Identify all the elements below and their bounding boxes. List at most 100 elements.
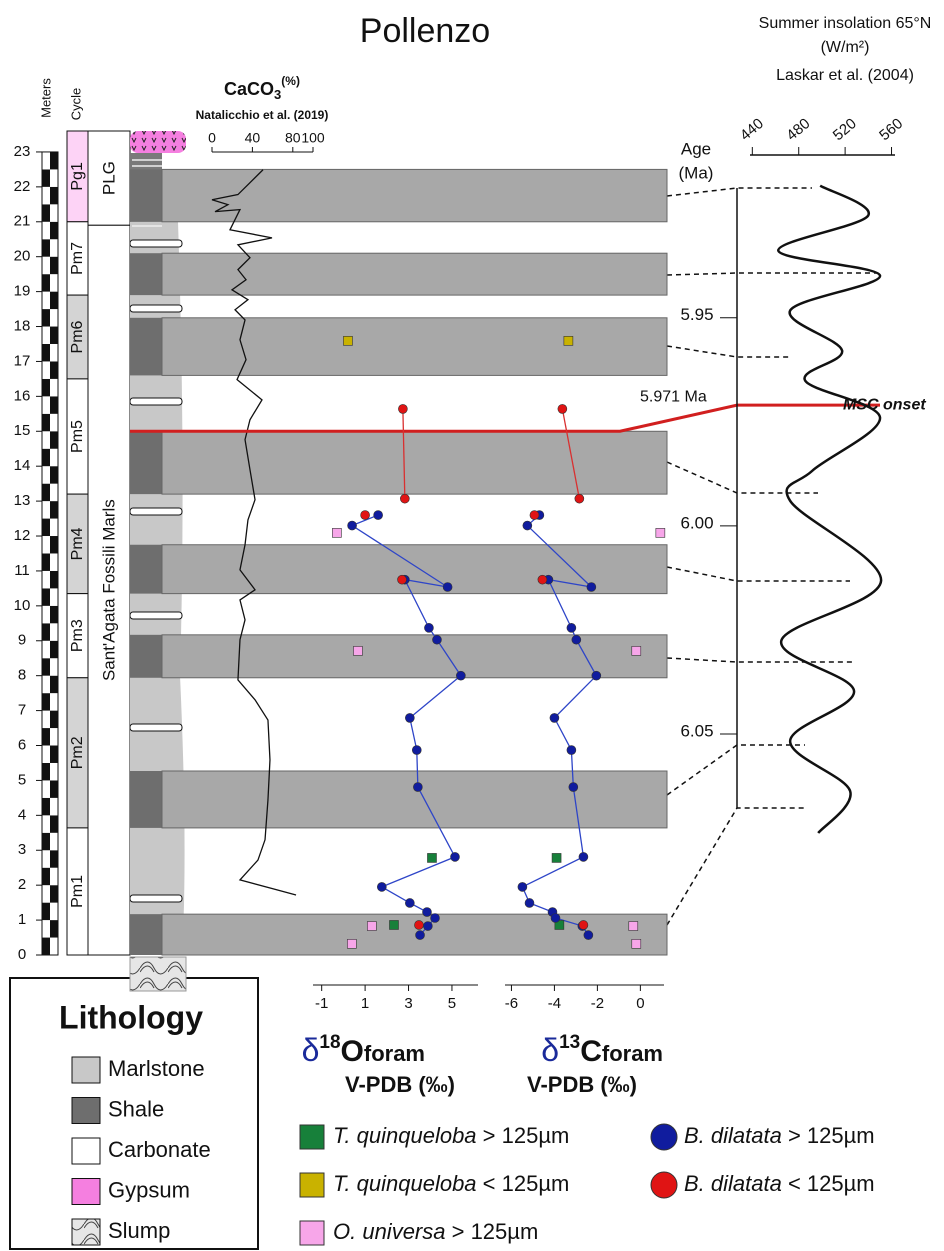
grey-band	[161, 252, 668, 296]
cycle-name: Pm7	[69, 242, 86, 275]
insolation-title: Summer insolation 65°N	[759, 15, 932, 32]
shale-layer	[130, 914, 162, 955]
meter-checker	[42, 413, 50, 432]
caco3-tick-label: 40	[245, 130, 261, 146]
d13c-axis-units: V-PDB (‰)	[527, 1072, 637, 1097]
meter-checker	[50, 693, 58, 711]
meter-checker	[50, 570, 58, 589]
meter-checker	[50, 151, 58, 170]
data-point	[442, 582, 453, 592]
data-point	[415, 930, 425, 940]
meter-checker	[50, 501, 58, 519]
d13c-axis-label: δ13Cforam	[541, 1032, 663, 1068]
meter-checker	[50, 797, 58, 816]
data-point	[332, 528, 342, 538]
age-tick-label: 6.05	[680, 721, 713, 740]
meter-checker	[42, 361, 50, 379]
cycle-name: Pm6	[69, 320, 86, 353]
data-point	[529, 510, 540, 520]
meter-checker	[50, 640, 58, 659]
meter-checker	[42, 780, 50, 798]
meter-checker	[50, 169, 58, 187]
meter-checker	[50, 256, 58, 275]
data-point	[574, 493, 585, 504]
data-point	[557, 404, 568, 414]
cycle-name: Pm3	[69, 619, 86, 652]
meter-checker	[42, 239, 50, 257]
data-point	[583, 930, 594, 940]
formation-name: Sant'Agata Fossili Marls	[99, 499, 118, 681]
shale-layer	[130, 544, 162, 594]
insolation-units: (W/m²)	[821, 39, 870, 56]
depth-tick-label: 4	[18, 806, 26, 823]
meter-checker	[50, 850, 58, 868]
shale-layer	[130, 169, 162, 222]
legend-swatch	[71, 1178, 101, 1205]
slump	[129, 956, 187, 992]
meter-checker	[42, 553, 50, 571]
meter-checker	[50, 728, 58, 746]
data-point	[591, 670, 602, 681]
meter-checker	[42, 151, 50, 170]
depth-tick-label: 5	[18, 771, 26, 788]
legend-label: Carbonate	[108, 1137, 211, 1162]
meter-checker	[50, 361, 58, 379]
meter-checker	[42, 797, 50, 816]
msc-onset-line	[130, 403, 880, 433]
data-point	[389, 920, 399, 930]
cycle-label: Cycle	[68, 88, 83, 121]
meter-checker	[50, 204, 58, 222]
caco3-label: CaCO3(%)	[224, 74, 300, 102]
depth-tick-label: 3	[18, 841, 26, 858]
cycle-name: Pm1	[69, 875, 86, 908]
depth-tick-label: 11	[14, 562, 30, 579]
data-point	[377, 882, 387, 892]
grey-band	[161, 168, 668, 223]
data-point	[586, 582, 597, 592]
depth-tick-label: 2	[18, 876, 26, 893]
legend-label: Slump	[108, 1218, 170, 1243]
cycle-name: Pm2	[69, 736, 86, 769]
meter-checker	[50, 413, 58, 432]
data-point	[571, 634, 582, 645]
depth-tick-label: 13	[14, 492, 31, 509]
meter-checker	[42, 169, 50, 187]
depth-tick-label: 23	[14, 143, 31, 160]
data-point	[524, 898, 535, 908]
meter-checker	[42, 309, 50, 327]
data-point	[537, 574, 548, 585]
data-point	[347, 520, 357, 531]
meter-checker	[50, 518, 58, 537]
data-point	[347, 939, 357, 949]
legend-marker	[299, 1172, 325, 1198]
meter-checker	[42, 204, 50, 222]
legend-marker	[299, 1124, 325, 1150]
meter-checker	[50, 658, 58, 676]
d18o-axis-label: δ18Oforam	[302, 1032, 425, 1068]
meter-checker	[42, 675, 50, 694]
legend-label: Gypsum	[108, 1177, 190, 1202]
meter-checker	[42, 256, 50, 275]
data-point	[398, 404, 408, 414]
grey-band	[161, 317, 668, 376]
meter-checker	[50, 745, 58, 763]
data-point	[628, 921, 639, 931]
carbonate-bed	[129, 723, 183, 732]
grey-band	[161, 634, 668, 679]
data-point	[413, 782, 423, 792]
grey-band	[161, 430, 668, 495]
meter-checker	[50, 623, 58, 641]
depth-tick-label: 21	[14, 213, 31, 230]
meter-checker	[50, 448, 58, 467]
meter-checker	[42, 762, 50, 781]
carbonate-bed	[129, 894, 183, 903]
data-point	[405, 713, 415, 723]
depth-tick-label: 0	[18, 946, 26, 963]
meter-checker	[50, 431, 58, 449]
insolation-curve	[777, 184, 883, 834]
legend-marker	[299, 1220, 325, 1246]
gypsum	[130, 131, 186, 153]
data-point	[405, 898, 415, 908]
data-point	[430, 913, 440, 923]
data-point	[566, 745, 577, 755]
